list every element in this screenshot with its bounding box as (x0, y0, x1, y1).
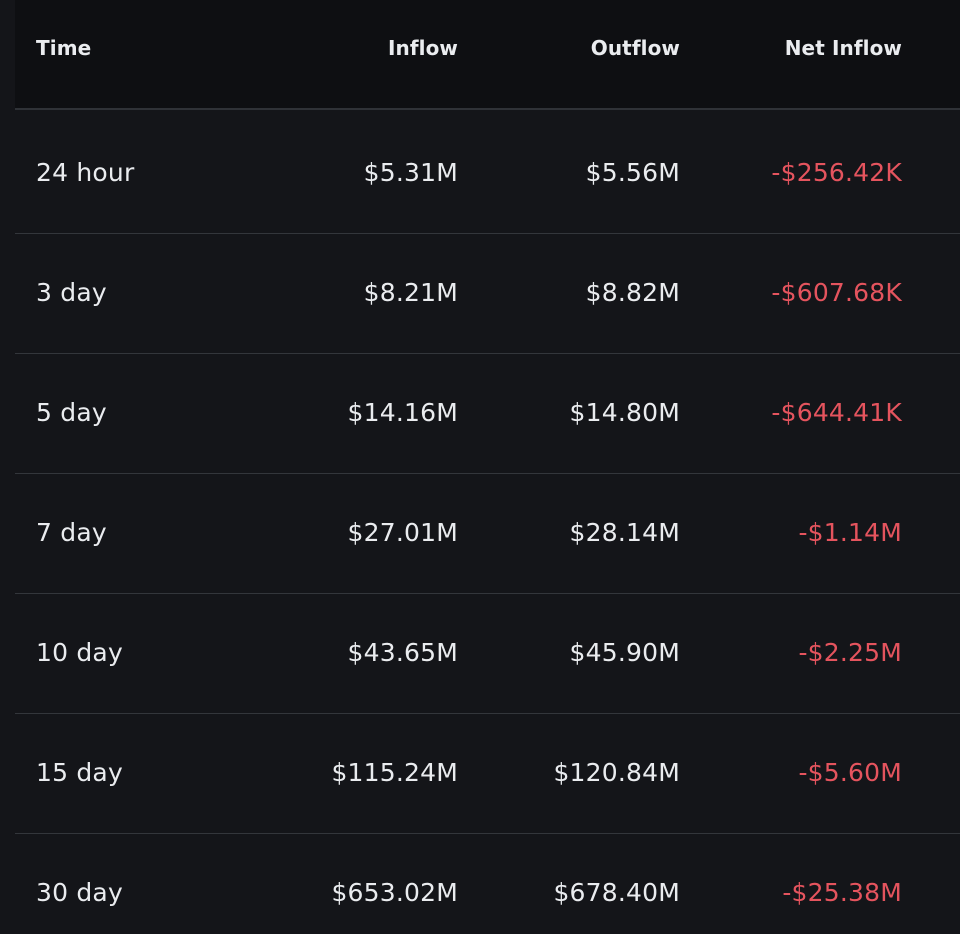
table-row: 15 day $115.24M $120.84M -$5.60M (15, 714, 960, 834)
cell-inflow: $115.24M (331, 758, 458, 787)
table-row: 3 day $8.21M $8.82M -$607.68K (15, 234, 960, 354)
cell-net-inflow: -$1.14M (798, 518, 902, 547)
cell-inflow: $653.02M (331, 878, 458, 907)
cell-inflow: $8.21M (363, 278, 458, 307)
cell-inflow: $43.65M (347, 638, 458, 667)
table-row: 10 day $43.65M $45.90M -$2.25M (15, 594, 960, 714)
table-row: 7 day $27.01M $28.14M -$1.14M (15, 474, 960, 594)
header-outflow: Outflow (590, 36, 680, 60)
cell-outflow: $14.80M (569, 398, 680, 427)
cell-outflow: $45.90M (569, 638, 680, 667)
cell-time: 24 hour (36, 158, 135, 187)
cell-outflow: $120.84M (553, 758, 680, 787)
cell-inflow: $27.01M (347, 518, 458, 547)
cell-inflow: $14.16M (347, 398, 458, 427)
cell-time: 10 day (36, 638, 123, 667)
cell-net-inflow: -$5.60M (798, 758, 902, 787)
cell-net-inflow: -$2.25M (798, 638, 902, 667)
table-row: 24 hour $5.31M $5.56M -$256.42K (15, 114, 960, 234)
cell-outflow: $8.82M (585, 278, 680, 307)
header-inflow: Inflow (387, 36, 458, 60)
cell-time: 3 day (36, 278, 107, 307)
cell-time: 30 day (36, 878, 123, 907)
cell-inflow: $5.31M (363, 158, 458, 187)
header-net-inflow: Net Inflow (784, 36, 902, 60)
header-time: Time (36, 36, 92, 60)
cell-outflow: $678.40M (553, 878, 680, 907)
cell-net-inflow: -$644.41K (771, 398, 902, 427)
table-header: Time Inflow Outflow Net Inflow (15, 0, 960, 110)
table-row: 30 day $653.02M $678.40M -$25.38M (15, 834, 960, 934)
cell-time: 15 day (36, 758, 123, 787)
cell-outflow: $5.56M (585, 158, 680, 187)
cell-time: 7 day (36, 518, 107, 547)
cell-time: 5 day (36, 398, 107, 427)
cell-net-inflow: -$607.68K (771, 278, 902, 307)
cell-net-inflow: -$25.38M (782, 878, 902, 907)
cell-net-inflow: -$256.42K (771, 158, 902, 187)
cell-outflow: $28.14M (569, 518, 680, 547)
table-row: 5 day $14.16M $14.80M -$644.41K (15, 354, 960, 474)
fund-flow-table: Time Inflow Outflow Net Inflow 24 hour $… (15, 0, 960, 934)
